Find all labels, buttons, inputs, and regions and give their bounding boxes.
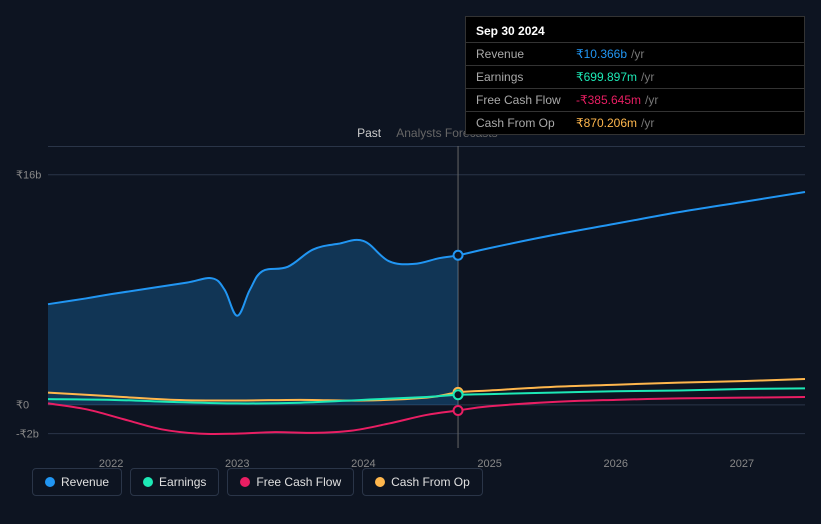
chart-legend: Revenue Earnings Free Cash Flow Cash From O… — [32, 468, 483, 496]
plot-area[interactable]: Past Analysts Forecasts ₹16b₹0-₹2b 20222… — [48, 146, 805, 448]
tooltip-metric-value: ₹10.366b — [576, 47, 627, 61]
tooltip-metric-value: -₹385.645m — [576, 93, 641, 107]
tooltip-metric-label: Revenue — [476, 47, 576, 61]
tooltip-metric-unit: /yr — [641, 116, 654, 130]
legend-label: Cash From Op — [391, 475, 470, 489]
y-axis-label: -₹2b — [16, 427, 46, 440]
tooltip-metric-label: Earnings — [476, 70, 576, 84]
legend-item-revenue[interactable]: Revenue — [32, 468, 122, 496]
x-axis-label: 2026 — [604, 458, 628, 470]
legend-swatch — [240, 477, 250, 487]
marker-revenue — [454, 251, 463, 260]
legend-label: Earnings — [159, 475, 206, 489]
tooltip-metric-unit: /yr — [631, 47, 644, 61]
tooltip-row: Cash From Op₹870.206m/yr — [466, 111, 804, 134]
legend-item-earnings[interactable]: Earnings — [130, 468, 219, 496]
tooltip-metric-unit: /yr — [641, 70, 654, 84]
tooltip-metric-unit: /yr — [645, 93, 658, 107]
marker-free-cash-flow — [454, 406, 463, 415]
y-axis-label: ₹16b — [16, 168, 46, 181]
tooltip-metric-value: ₹699.897m — [576, 70, 637, 84]
tooltip-metric-value: ₹870.206m — [576, 116, 637, 130]
legend-swatch — [143, 477, 153, 487]
tooltip-row: Revenue₹10.366b/yr — [466, 42, 804, 65]
legend-item-cash-from-op[interactable]: Cash From Op — [362, 468, 483, 496]
legend-swatch — [375, 477, 385, 487]
legend-label: Revenue — [61, 475, 109, 489]
section-label-past: Past — [357, 126, 381, 140]
tooltip-row: Earnings₹699.897m/yr — [466, 65, 804, 88]
tooltip-row: Free Cash Flow-₹385.645m/yr — [466, 88, 804, 111]
legend-swatch — [45, 477, 55, 487]
tooltip-metric-label: Free Cash Flow — [476, 93, 576, 107]
tooltip-metric-label: Cash From Op — [476, 116, 576, 130]
legend-label: Free Cash Flow — [256, 475, 341, 489]
marker-earnings — [454, 390, 463, 399]
x-axis-label: 2027 — [730, 458, 754, 470]
legend-item-free-cash-flow[interactable]: Free Cash Flow — [227, 468, 354, 496]
chart-tooltip: Sep 30 2024 Revenue₹10.366b/yrEarnings₹6… — [465, 16, 805, 135]
y-axis-label: ₹0 — [16, 398, 46, 411]
tooltip-date: Sep 30 2024 — [466, 17, 804, 42]
financials-chart: Sep 30 2024 Revenue₹10.366b/yrEarnings₹6… — [16, 16, 805, 508]
